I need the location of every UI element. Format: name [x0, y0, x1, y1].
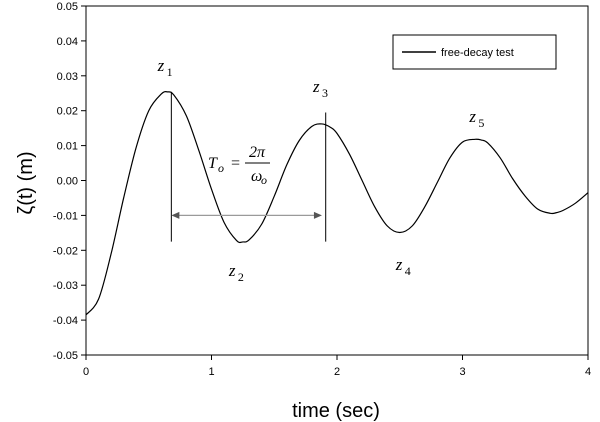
x-tick-label: 0 — [83, 366, 89, 378]
period-eq-sign: = — [230, 155, 241, 172]
period-eq-numerator: 2π — [249, 144, 266, 161]
y-tick-label: -0.01 — [53, 210, 78, 222]
y-tick-label: 0.05 — [57, 1, 78, 13]
y-tick-label: 0.00 — [57, 176, 78, 188]
legend-entry: free-decay test — [441, 47, 514, 59]
y-tick-label: 0.04 — [57, 36, 78, 48]
peak-label-z4-sub: 4 — [405, 264, 411, 278]
period-eq-lhs: T — [208, 155, 218, 172]
series-layer — [85, 91, 589, 316]
peak-label-z3-sub: 3 — [322, 86, 328, 100]
peak-label-z2: z — [228, 261, 236, 280]
legend: free-decay test — [392, 34, 557, 70]
series-line-free-decay — [85, 91, 589, 316]
y-tick-label: 0.01 — [57, 141, 78, 153]
peak-label-z1-sub: 1 — [167, 65, 173, 79]
period-eq-denominator: ω — [251, 168, 262, 185]
y-tick-label: -0.05 — [53, 350, 78, 362]
x-tick-label: 3 — [459, 366, 465, 378]
peak-label-z5: z — [468, 107, 476, 126]
y-tick-label: -0.03 — [53, 280, 78, 292]
y-axis-title: ζ(t) (m) — [15, 151, 37, 214]
x-tick-label: 1 — [208, 366, 214, 378]
y-tick-label: 0.03 — [57, 71, 78, 83]
period-eq-lhs-sub: o — [218, 161, 224, 175]
peak-label-z3: z — [312, 77, 320, 96]
period-eq-denominator-sub: o — [261, 173, 267, 187]
peak-label-z2-sub: 2 — [238, 270, 244, 284]
x-axis-title: time (sec) — [292, 400, 380, 422]
y-tick-label: 0.02 — [57, 106, 78, 118]
peak-label-z1: z — [157, 56, 165, 75]
x-tick-label: 2 — [334, 366, 340, 378]
period-arrow-head-right — [313, 211, 322, 219]
period-arrow-head-left — [171, 211, 180, 219]
peak-label-z5-sub: 5 — [478, 116, 484, 130]
peak-label-z4: z — [395, 255, 403, 274]
x-tick-label: 4 — [585, 366, 591, 378]
y-tick-label: -0.02 — [53, 245, 78, 257]
y-tick-label: -0.04 — [53, 315, 78, 327]
axis-ticks: 0.05 0.04 0.03 0.02 0.01 0.00 -0.01 -0.02 -0.03 -… — [53, 1, 591, 378]
